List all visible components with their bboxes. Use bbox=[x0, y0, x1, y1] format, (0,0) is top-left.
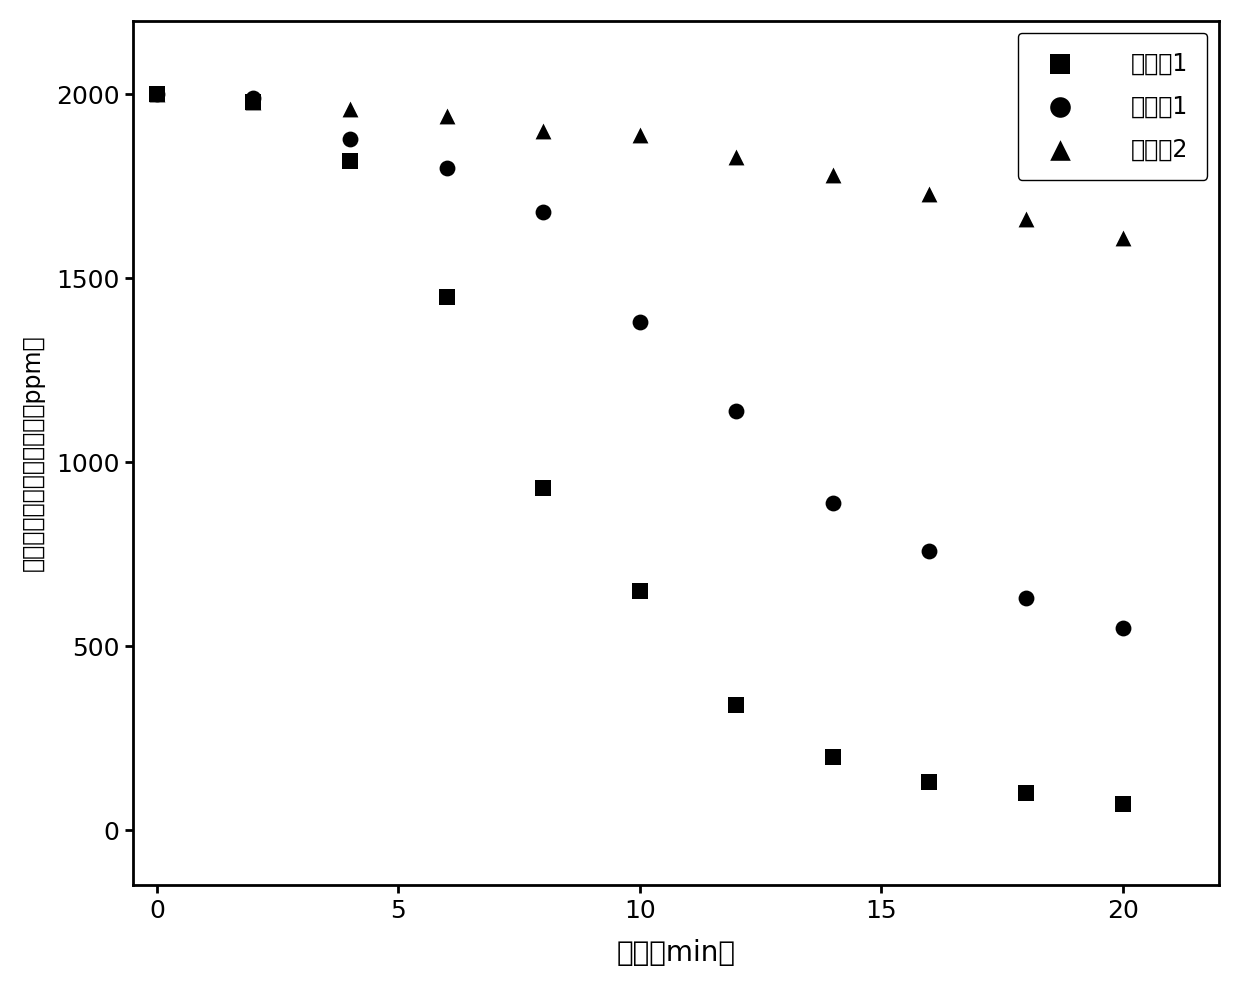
对比例2 bbox=[436, 109, 456, 124]
实施例1 bbox=[1112, 796, 1132, 812]
对比例2 bbox=[340, 101, 360, 117]
Legend: 实施例1, 对比例1, 对比例2: 实施例1, 对比例1, 对比例2 bbox=[1018, 33, 1208, 180]
对比例2 bbox=[1112, 230, 1132, 246]
对比例1 bbox=[1016, 591, 1035, 607]
对比例1 bbox=[1112, 619, 1132, 635]
实施例1 bbox=[727, 698, 746, 713]
实施例1 bbox=[243, 94, 263, 110]
实施例1 bbox=[823, 749, 843, 765]
对比例2 bbox=[243, 94, 263, 110]
对比例2 bbox=[630, 127, 650, 143]
对比例2 bbox=[823, 167, 843, 183]
对比例1 bbox=[630, 314, 650, 330]
对比例1 bbox=[243, 90, 263, 106]
实施例1 bbox=[533, 480, 553, 496]
对比例1 bbox=[340, 130, 360, 146]
对比例2 bbox=[727, 149, 746, 165]
实施例1 bbox=[630, 583, 650, 599]
Y-axis label: 多环芳香多环芳香烃浓度（ppm）: 多环芳香多环芳香烃浓度（ppm） bbox=[21, 335, 45, 571]
对比例2 bbox=[920, 186, 940, 202]
实施例1 bbox=[340, 153, 360, 169]
对比例1 bbox=[533, 205, 553, 220]
对比例1 bbox=[436, 160, 456, 176]
对比例1 bbox=[727, 403, 746, 419]
对比例2 bbox=[148, 87, 167, 103]
X-axis label: 时间（min）: 时间（min） bbox=[616, 940, 735, 967]
对比例2 bbox=[533, 124, 553, 139]
对比例1 bbox=[823, 495, 843, 511]
实施例1 bbox=[436, 288, 456, 304]
实施例1 bbox=[920, 775, 940, 790]
对比例1 bbox=[148, 87, 167, 103]
实施例1 bbox=[148, 87, 167, 103]
对比例2 bbox=[1016, 211, 1035, 227]
实施例1 bbox=[1016, 785, 1035, 801]
对比例1 bbox=[920, 542, 940, 558]
